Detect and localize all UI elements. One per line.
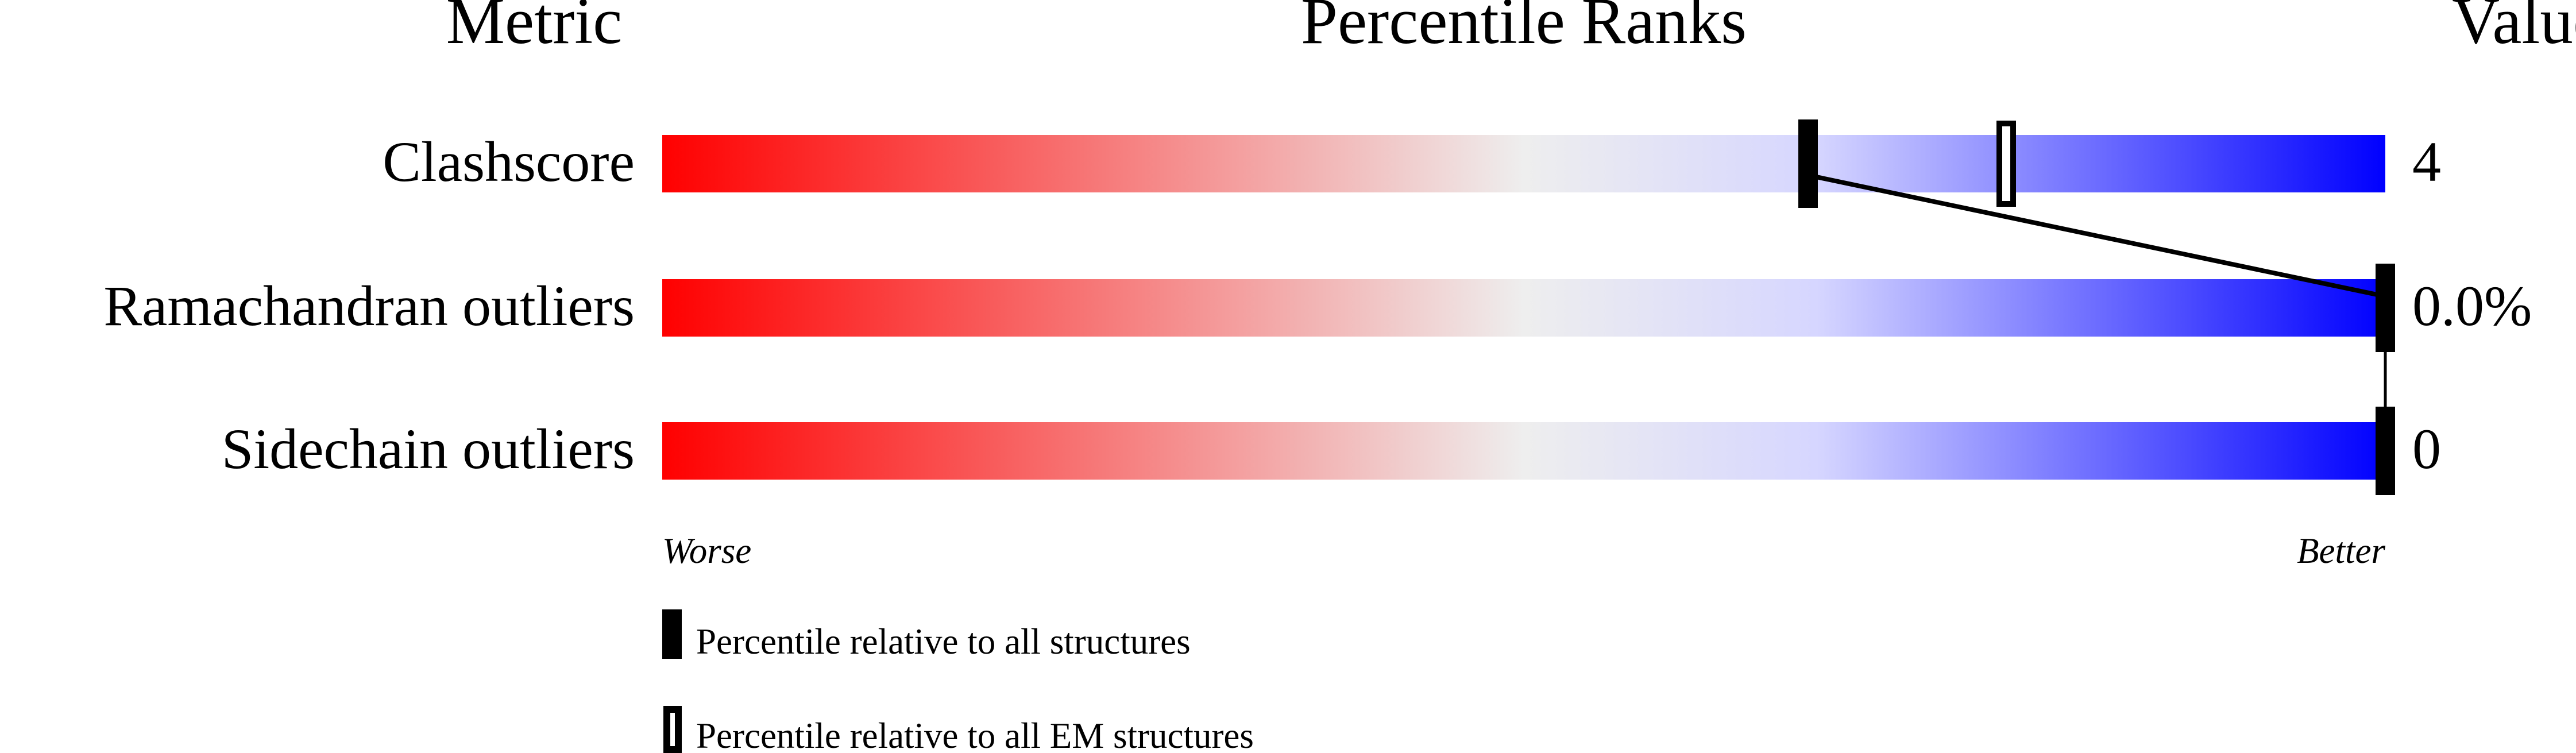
all-percentile-marker — [2376, 407, 2395, 495]
header-metric: Metric — [446, 0, 623, 57]
percentile-bar — [662, 135, 2385, 192]
legend-open-marker-icon — [663, 706, 682, 753]
em-percentile-marker — [1996, 121, 2016, 207]
all-percentile-marker — [1798, 119, 1818, 208]
percentile-bar — [662, 422, 2385, 480]
percentile-bar — [662, 279, 2385, 337]
worse-label: Worse — [662, 531, 751, 571]
legend-em-structures: Percentile relative to all EM structures — [696, 716, 1254, 753]
header-value: Value — [2452, 0, 2576, 57]
metric-label: Sidechain outliers — [222, 417, 635, 481]
better-label: Better — [2297, 531, 2385, 571]
metric-value: 0.0% — [2412, 274, 2532, 338]
metric-value: 4 — [2412, 130, 2441, 194]
legend-filled-marker-icon — [662, 609, 682, 659]
metric-value: 0 — [2412, 417, 2441, 481]
header-percentile-ranks: Percentile Ranks — [1301, 0, 1747, 57]
connector-line — [1808, 173, 2386, 299]
metric-label: Ramachandran outliers — [103, 274, 635, 338]
metric-label: Clashscore — [383, 130, 635, 194]
all-percentile-marker — [2376, 264, 2395, 352]
legend-all-structures: Percentile relative to all structures — [696, 621, 1191, 662]
